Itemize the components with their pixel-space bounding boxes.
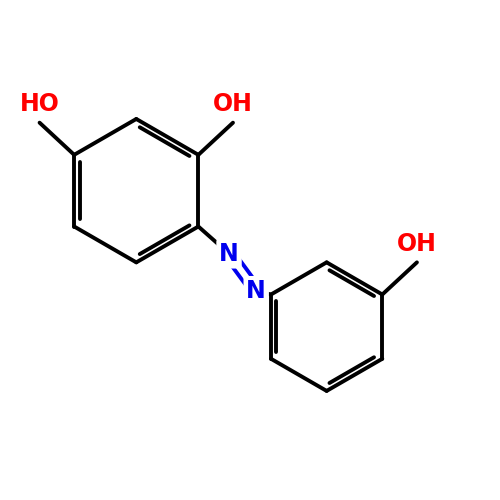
Text: OH: OH bbox=[397, 232, 437, 256]
Text: HO: HO bbox=[20, 92, 59, 116]
Text: N: N bbox=[246, 279, 266, 303]
Text: OH: OH bbox=[213, 92, 253, 116]
Text: N: N bbox=[219, 242, 239, 266]
